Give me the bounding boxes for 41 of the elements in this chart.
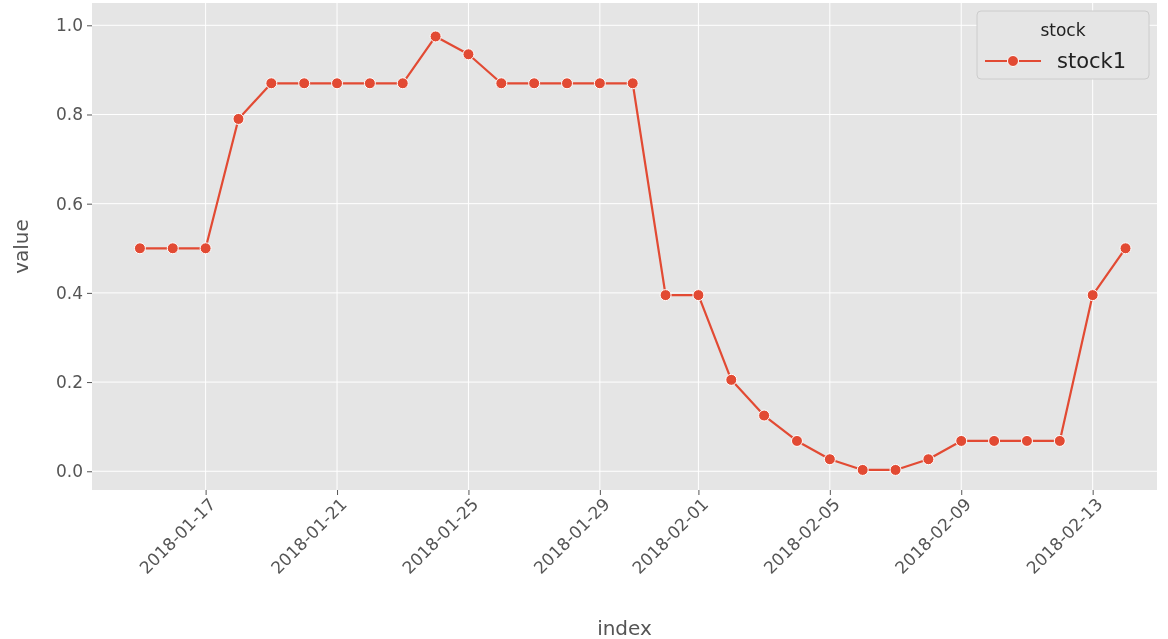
point	[396, 77, 409, 90]
point	[1086, 289, 1099, 302]
legend-label: stock1	[1057, 49, 1127, 73]
y-tick-label: 0.8	[55, 104, 83, 125]
point	[363, 77, 376, 90]
point	[725, 373, 738, 386]
point	[823, 453, 836, 466]
point	[922, 453, 935, 466]
point	[462, 48, 475, 61]
y-tick-label: 0.4	[55, 282, 83, 303]
point	[528, 77, 541, 90]
point	[232, 112, 245, 125]
point	[856, 463, 869, 476]
point	[133, 242, 146, 255]
y-axis-title: value	[9, 219, 33, 274]
point	[166, 242, 179, 255]
point	[659, 289, 672, 302]
point	[1053, 434, 1066, 447]
point	[692, 289, 705, 302]
point	[199, 242, 212, 255]
point	[1020, 434, 1033, 447]
legend-title: stock	[1040, 20, 1086, 40]
x-axis-title: index	[597, 616, 653, 639]
y-tick-label: 0.2	[55, 372, 83, 393]
point	[331, 77, 344, 90]
point	[495, 77, 508, 90]
point	[889, 463, 902, 476]
point	[790, 434, 803, 447]
point	[265, 77, 278, 90]
point	[429, 30, 442, 43]
point	[626, 77, 639, 90]
point	[758, 409, 771, 422]
y-tick-label: 0.6	[55, 193, 83, 214]
point	[1119, 242, 1132, 255]
point	[298, 77, 311, 90]
y-tick-label: 1.0	[55, 15, 83, 36]
point	[988, 434, 1001, 447]
point	[955, 434, 968, 447]
point	[593, 77, 606, 90]
point	[561, 77, 574, 90]
y-tick-label: 0.0	[55, 461, 83, 482]
